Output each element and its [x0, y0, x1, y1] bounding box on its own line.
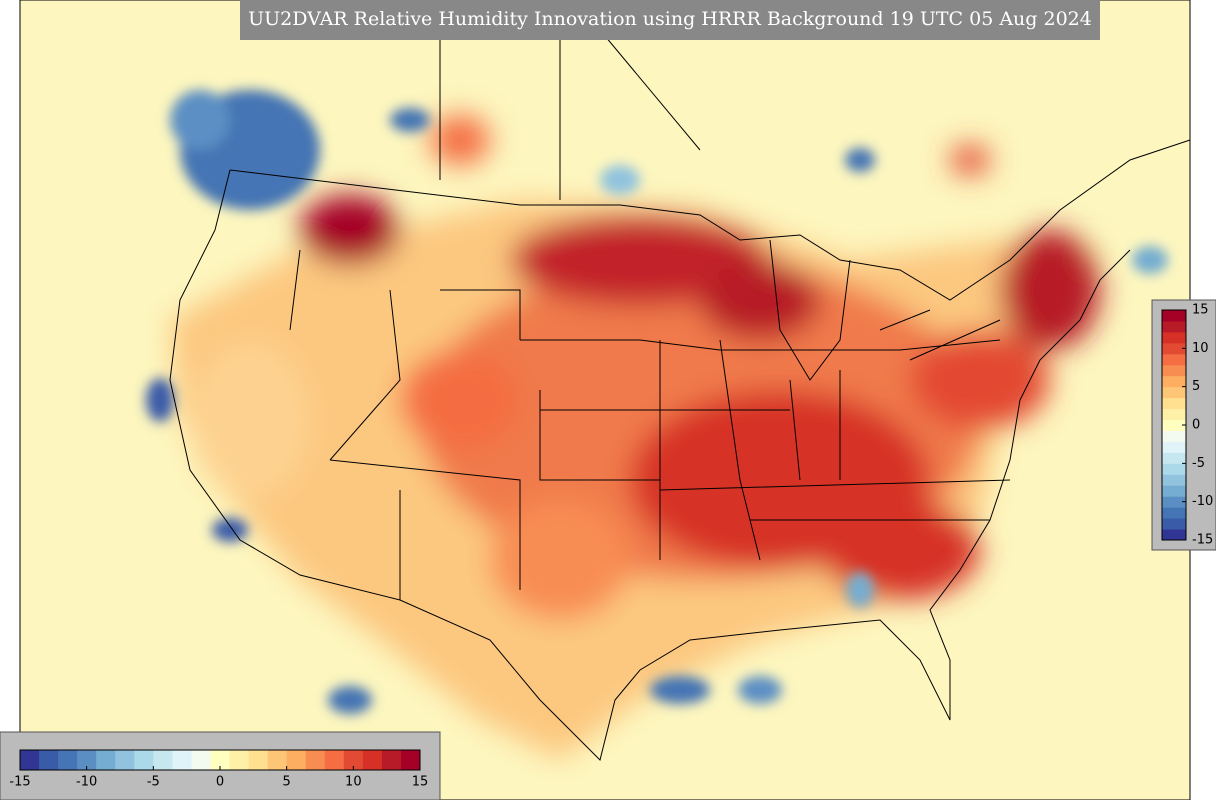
colorbar-tick-label: -5	[147, 775, 160, 790]
colorbar-segment	[1162, 375, 1186, 388]
colorbar-segment	[39, 750, 59, 770]
colorbar-tick-label: 5	[1192, 379, 1200, 394]
title: UU2DVAR Relative Humidity Innovation usi…	[248, 8, 1092, 30]
colorbar-segment	[286, 750, 307, 770]
colorbar-segment	[324, 750, 345, 770]
colorbar-segment	[1162, 507, 1186, 519]
colorbar-tick-label: -10	[76, 775, 97, 790]
colorbar-tick-label: -15	[9, 775, 30, 790]
colorbar-segment	[1162, 397, 1186, 410]
colorbar-segment	[1162, 386, 1186, 399]
colorbar-segment	[1162, 452, 1186, 464]
colorbar-segment	[210, 750, 231, 770]
colorbar-segment	[305, 750, 326, 770]
colorbar-segment	[1162, 441, 1186, 453]
colorbar-tick-label: 15	[1192, 303, 1209, 318]
colorbar-tick-label: -15	[1192, 533, 1213, 548]
colorbar-tick-label: 0	[1192, 418, 1200, 433]
boundaries	[169, 0, 1191, 761]
colorbar-segment	[134, 750, 154, 770]
colorbar-tick-label: 10	[1192, 341, 1209, 356]
colorbar-segment	[1162, 496, 1186, 508]
colorbar-tick-label: -10	[1192, 494, 1213, 509]
colorbar-segment	[153, 750, 173, 770]
colorbar-segment	[1162, 485, 1186, 497]
colorbar-segment	[1162, 419, 1186, 431]
colorbar-segment	[1162, 518, 1186, 530]
colorbar-segment	[229, 750, 250, 770]
colorbar-segment	[267, 750, 288, 770]
colorbar-tick-label: 10	[345, 775, 362, 790]
colorbar-segment	[20, 750, 40, 770]
colorbar-horizontal: -15 -10 -5 0 5 10 15	[9, 749, 429, 790]
colorbar-segment	[1162, 463, 1186, 475]
title-box	[240, 0, 1100, 40]
colorbar-segment	[1162, 331, 1186, 344]
colorbar-vertical: -15 -10 -5 0 5 10 15	[1161, 303, 1213, 548]
colorbar-tick-label: 15	[412, 775, 429, 790]
colorbar-segment	[115, 750, 135, 770]
colorbar-segment	[1162, 430, 1186, 442]
colorbar-segment	[400, 750, 421, 770]
colorbar-segment	[96, 750, 116, 770]
colorbar-segment	[58, 750, 78, 770]
colorbar-segment	[1162, 310, 1186, 322]
negative-innovation	[146, 90, 1168, 714]
colorbar-segment	[1162, 408, 1186, 421]
colorbar-segment	[1162, 474, 1186, 486]
colorbar-segment	[248, 750, 269, 770]
colorbar-segment	[381, 750, 402, 770]
colorbar-segment	[191, 750, 211, 770]
colorbar-tick-label: 0	[216, 775, 224, 790]
colorbar-segment	[362, 750, 383, 770]
colorbar-segment	[172, 750, 192, 770]
colorbar-segment	[1162, 320, 1186, 333]
colorbar-segment	[343, 750, 364, 770]
colorbar-segment	[1162, 353, 1186, 366]
colorbar-segment	[1162, 529, 1186, 541]
colorbar-tick-label: 5	[283, 775, 291, 790]
colorbar-segment	[77, 750, 97, 770]
colorbar-tick-label: -5	[1192, 456, 1205, 471]
colorbar-segment	[1162, 364, 1186, 377]
colorbar-segment	[1162, 342, 1186, 355]
